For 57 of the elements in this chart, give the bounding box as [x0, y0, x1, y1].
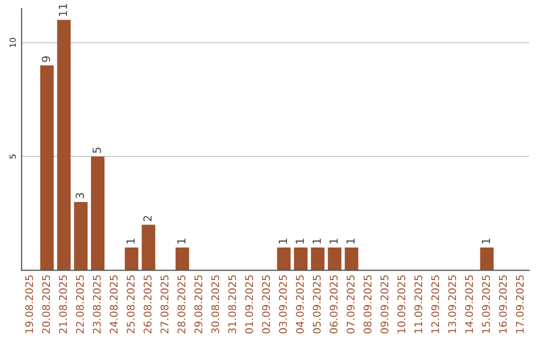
data-label: 1	[177, 238, 186, 244]
data-label: 1	[482, 238, 490, 244]
x-tick-label: 27.08.2025	[160, 275, 168, 334]
x-tick-label: 25.08.2025	[126, 275, 135, 334]
x-tick-label: 14.09.2025	[465, 275, 473, 333]
x-tick-label: 31.08.2025	[228, 275, 236, 334]
x-tick-label: 01.09.2025	[245, 275, 254, 334]
x-tick-label: 03.09.2025	[279, 275, 287, 334]
x-tick-label: 13.09.2025	[448, 275, 456, 333]
data-label: 1	[296, 238, 304, 244]
data-label: 9	[42, 56, 50, 62]
y-tick-label: 10	[10, 38, 16, 48]
data-label: 1	[346, 238, 355, 244]
x-tick-label: 10.09.2025	[397, 275, 406, 333]
bar	[344, 248, 358, 270]
data-label: 3	[76, 193, 84, 198]
bar	[294, 248, 308, 270]
x-tick-label: 20.08.2025	[42, 275, 50, 334]
x-tick-label: 15.09.2025	[482, 275, 490, 333]
x-tick-label: 17.09.2025	[516, 275, 524, 333]
bar	[310, 248, 324, 270]
bar	[277, 248, 291, 270]
x-tick-label: 28.08.2025	[177, 275, 186, 334]
x-tick-label: 04.09.2025	[296, 275, 304, 334]
bar	[40, 65, 54, 270]
data-label: 5	[92, 148, 101, 153]
bar	[90, 156, 105, 270]
x-tick-label: 30.08.2025	[211, 275, 220, 334]
bar	[328, 248, 342, 270]
x-tick-label: 07.09.2025	[346, 275, 355, 334]
x-tick-label: 05.09.2025	[312, 275, 321, 334]
bar	[57, 20, 71, 270]
x-tick-label: 21.08.2025	[59, 275, 67, 334]
x-tick-label: 08.09.2025	[364, 275, 372, 334]
x-tick-label: 24.08.2025	[110, 275, 118, 334]
x-tick-label: 11.09.2025	[414, 275, 422, 333]
x-tick-label: 26.08.2025	[144, 275, 152, 334]
x-tick-label: 02.09.2025	[262, 275, 270, 334]
bar	[480, 248, 494, 270]
bar	[176, 248, 190, 270]
bar	[74, 202, 88, 270]
x-tick-label: 23.08.2025	[92, 275, 101, 334]
data-label: 11	[58, 4, 67, 16]
bar	[124, 248, 138, 270]
bar	[142, 224, 156, 270]
x-tick-label: 29.08.2025	[194, 275, 202, 334]
x-tick-label: 09.09.2025	[380, 275, 388, 334]
x-tick-label: 16.09.2025	[498, 275, 507, 333]
data-label: 2	[143, 216, 152, 222]
x-tick-label: 22.08.2025	[76, 275, 84, 334]
data-label: 1	[126, 238, 135, 244]
x-tick-label: 06.09.2025	[330, 275, 338, 334]
x-tick-label: 12.09.2025	[431, 275, 440, 333]
x-tick-label: 19.08.2025	[25, 275, 34, 333]
data-label: 1	[278, 238, 287, 244]
data-label: 1	[330, 238, 338, 244]
data-label: 1	[312, 238, 321, 244]
